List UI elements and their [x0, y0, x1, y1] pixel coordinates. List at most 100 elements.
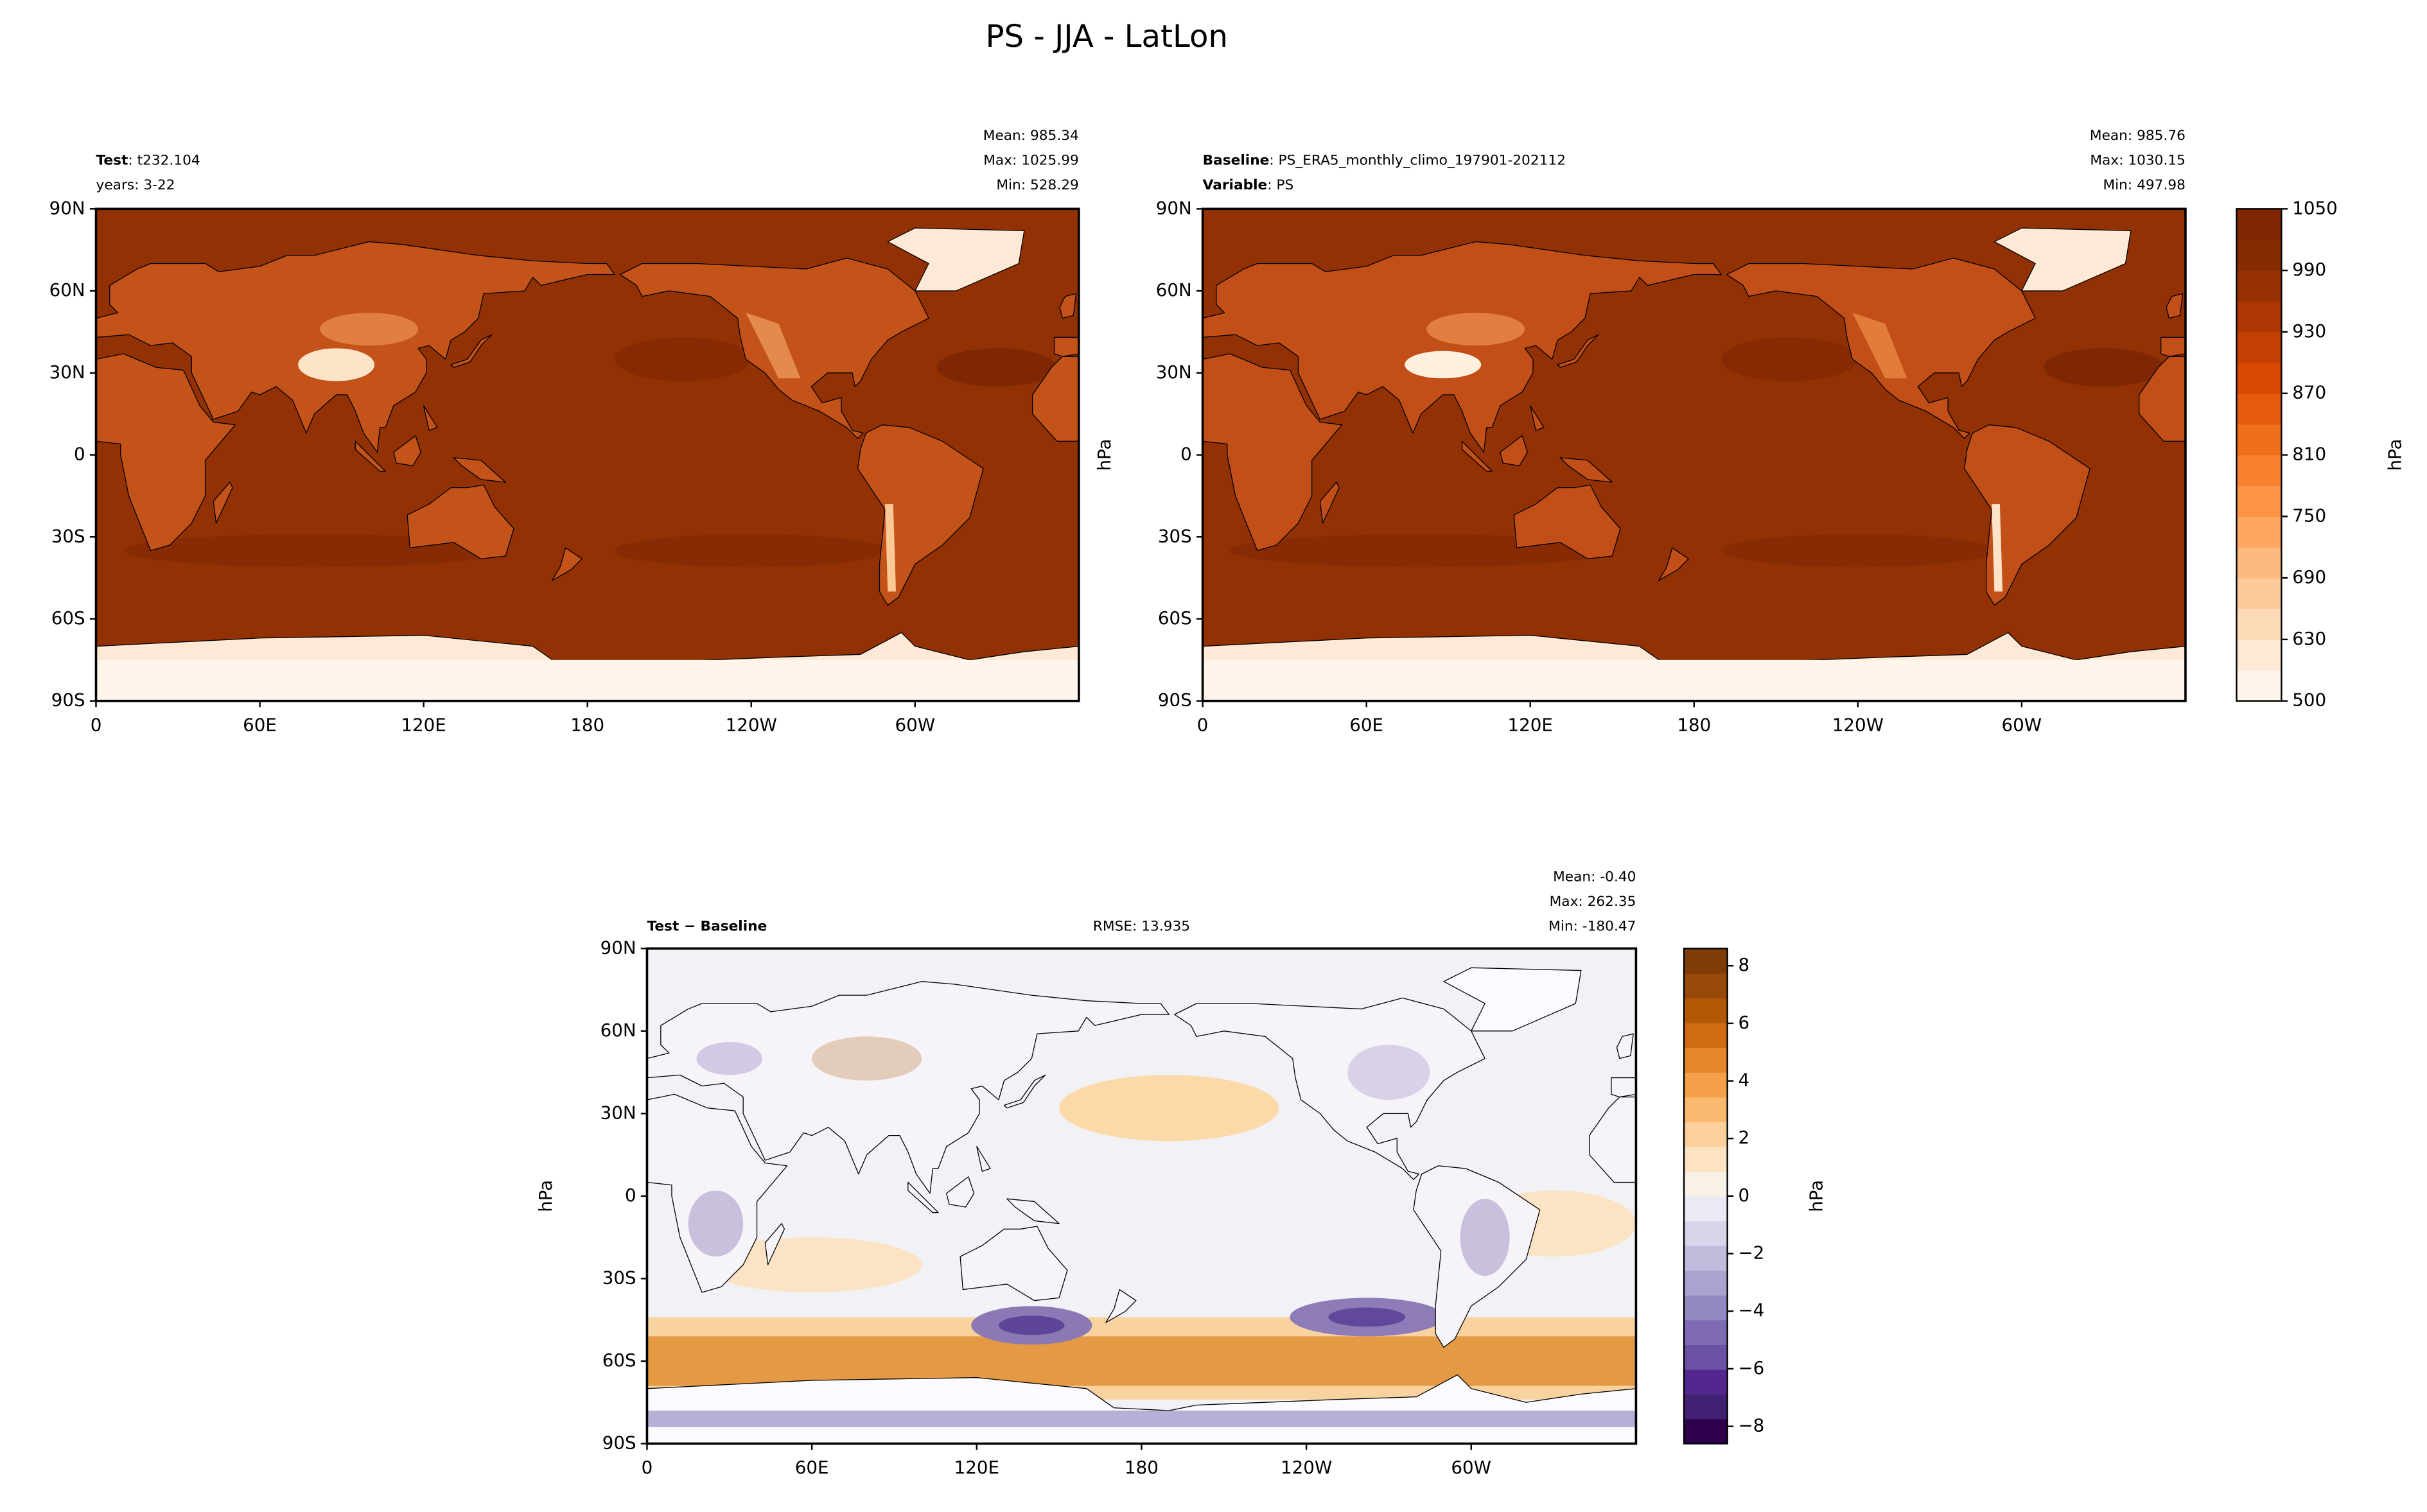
header-text: years: 3-22 [96, 177, 175, 193]
colorbar-band [1684, 1246, 1728, 1271]
y-tick-label: 0 [74, 444, 85, 465]
panel-header: Variable: PS [1203, 177, 1294, 193]
header-text: : PS_ERA5_monthly_climo_197901-202112 [1269, 153, 1566, 169]
panel-header: Baseline: PS_ERA5_monthly_climo_197901-2… [1203, 153, 1566, 169]
y-tick-label: 0 [1180, 444, 1192, 465]
y-tick-label: 30S [602, 1267, 636, 1288]
colorbar-tick-label: 6 [1738, 1012, 1749, 1033]
x-tick-label: 60E [1349, 714, 1383, 735]
colorbar-tick-label: −8 [1738, 1415, 1764, 1436]
colorbar-band [2236, 393, 2282, 425]
y-tick-label: 90S [1158, 690, 1192, 711]
map-field [96, 209, 1079, 701]
y-tick-label: 60N [600, 1020, 636, 1041]
colorbar-tick-label: 930 [2292, 320, 2326, 342]
colorbar-band [1684, 1344, 1728, 1370]
x-tick-label: 60W [2002, 714, 2042, 735]
colorbar-tick-label: 630 [2292, 628, 2326, 649]
colorbar-tick-label: 870 [2292, 382, 2326, 403]
y-axis-label: hPa [535, 1180, 556, 1212]
colorbar-band [1684, 1047, 1728, 1073]
colorbar-band [2236, 639, 2282, 671]
colorbar-tick-label: −6 [1738, 1357, 1764, 1378]
x-tick-label: 120W [1281, 1457, 1332, 1478]
colorbar-band [2236, 424, 2282, 456]
header-key: Variable [1203, 177, 1268, 193]
y-tick-label: 60N [49, 279, 85, 300]
panel-stat: Min: 528.29 [996, 177, 1078, 193]
y-tick-label: 30N [600, 1102, 636, 1123]
colorbar-band [1684, 1022, 1728, 1048]
y-tick-label: 90N [49, 197, 85, 218]
header-text: : PS [1267, 177, 1293, 193]
header-text: : t232.104 [128, 153, 200, 169]
x-tick-label: 180 [570, 714, 604, 735]
colorbar-band [1684, 1221, 1728, 1246]
colorbar-tick-label: −4 [1738, 1299, 1764, 1321]
x-tick-label: 120E [1508, 714, 1553, 735]
rmse: RMSE: 13.935 [1093, 919, 1190, 935]
panel-header: years: 3-22 [96, 177, 175, 193]
colorbar-tick-label: 8 [1738, 954, 1749, 975]
colorbar-band [2236, 670, 2282, 702]
colorbar-tick-label: −2 [1738, 1242, 1764, 1264]
colorbar-band [1684, 1270, 1728, 1296]
panel-stat: Mean: 985.76 [2090, 128, 2186, 144]
colorbar-band [2236, 239, 2282, 271]
colorbar-band [1684, 1319, 1728, 1345]
y-tick-label: 60N [1156, 279, 1192, 300]
colorbar-tick-label: 2 [1738, 1127, 1749, 1148]
y-tick-label: 30S [1158, 525, 1192, 546]
colorbar-label: hPa [1805, 1180, 1827, 1212]
colorbar-band [2236, 331, 2282, 363]
colorbar-band [2236, 609, 2282, 640]
colorbar-band [1684, 1146, 1728, 1172]
colorbar-band [2236, 578, 2282, 609]
colorbar-band [2236, 362, 2282, 394]
colorbar-band [2236, 547, 2282, 578]
header-key: Baseline [1203, 153, 1270, 169]
map-field [1202, 209, 2186, 701]
x-tick-label: 120E [954, 1457, 999, 1478]
y-tick-label: 60S [602, 1350, 636, 1371]
x-tick-label: 60E [243, 714, 277, 735]
y-tick-label: 0 [625, 1185, 636, 1206]
x-tick-label: 60W [1451, 1457, 1491, 1478]
panel-stat: Min: -180.47 [1548, 919, 1636, 935]
y-tick-label: 30N [49, 361, 85, 383]
x-tick-label: 0 [642, 1457, 653, 1478]
y-axis-label: hPa [1094, 439, 1115, 471]
y-tick-label: 30S [51, 525, 85, 546]
colorbar-band [1684, 1122, 1728, 1147]
colorbar-band [2236, 516, 2282, 548]
x-tick-label: 60E [795, 1457, 829, 1478]
x-tick-label: 120W [726, 714, 777, 735]
colorbar-band [1684, 1418, 1728, 1445]
x-tick-label: 180 [1677, 714, 1711, 735]
colorbar-tick-label: 990 [2292, 259, 2326, 280]
colorbar-band [1684, 1195, 1728, 1222]
colorbar-tick-label: 1050 [2292, 197, 2338, 218]
colorbar-label: hPa [2385, 439, 2406, 471]
panel-header: Test: t232.104 [96, 153, 200, 169]
colorbar-band [1684, 1072, 1728, 1098]
colorbar-tick-label: 750 [2292, 505, 2326, 526]
colorbar-tick-label: 690 [2292, 566, 2326, 587]
y-tick-label: 30N [1156, 361, 1192, 383]
y-tick-label: 90N [600, 937, 636, 958]
y-tick-label: 90S [51, 690, 85, 711]
colorbar-band [1684, 973, 1728, 999]
header-key: Test [96, 153, 128, 169]
x-tick-label: 120E [401, 714, 446, 735]
colorbar-band [2236, 455, 2282, 487]
y-tick-label: 60S [51, 607, 85, 629]
panel-stat: Mean: 985.34 [983, 128, 1079, 144]
colorbar-band [2236, 301, 2282, 333]
x-tick-label: 0 [1197, 714, 1209, 735]
y-tick-label: 90S [602, 1432, 636, 1453]
colorbar-band [2236, 485, 2282, 517]
map-field [647, 948, 1636, 1443]
colorbar-band [1684, 1295, 1728, 1321]
panel-stat: Mean: -0.40 [1553, 869, 1636, 885]
